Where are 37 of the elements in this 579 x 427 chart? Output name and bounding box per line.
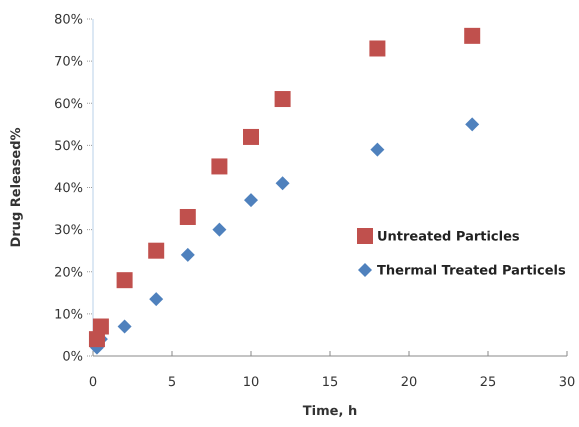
- y-tick-label: 0%: [62, 350, 83, 365]
- point: [274, 91, 291, 108]
- y-tick-label: 30%: [54, 223, 83, 238]
- y-tick-label: 80%: [54, 12, 83, 28]
- x-tick-label: 30: [558, 375, 576, 390]
- point: [149, 292, 164, 306]
- y-tick-label: 70%: [54, 54, 83, 70]
- point: [180, 208, 196, 225]
- x-tick-label: 25: [480, 375, 496, 390]
- point: [370, 142, 384, 157]
- point: [148, 242, 164, 259]
- point: [211, 158, 228, 174]
- point: [118, 320, 132, 334]
- legend-label: Untreated Particles: [377, 230, 520, 245]
- point: [116, 272, 133, 288]
- y-tick-label: 60%: [54, 96, 83, 112]
- point: [212, 222, 226, 237]
- x-axis-title: Time, h: [302, 404, 358, 419]
- point: [369, 40, 386, 56]
- x-tick-label: 0: [88, 375, 98, 390]
- point: [243, 128, 259, 145]
- y-tick-label: 20%: [54, 265, 83, 280]
- x-tick-label: 15: [322, 375, 338, 390]
- y-tick-label: 50%: [54, 138, 83, 154]
- x-tick-label: 20: [400, 375, 418, 390]
- point: [464, 28, 480, 44]
- y-axis-title: Drug Released%: [9, 127, 24, 248]
- x-tick-label: 10: [242, 375, 260, 390]
- point: [92, 318, 109, 335]
- point: [180, 248, 195, 262]
- point: [276, 176, 290, 190]
- point: [244, 193, 258, 208]
- legend-label: Thermal Treated Particels: [377, 264, 566, 279]
- point: [465, 117, 480, 132]
- x-tick-label: 5: [168, 375, 176, 390]
- y-tick-label: 10%: [54, 307, 83, 322]
- y-tick-label: 40%: [54, 181, 83, 196]
